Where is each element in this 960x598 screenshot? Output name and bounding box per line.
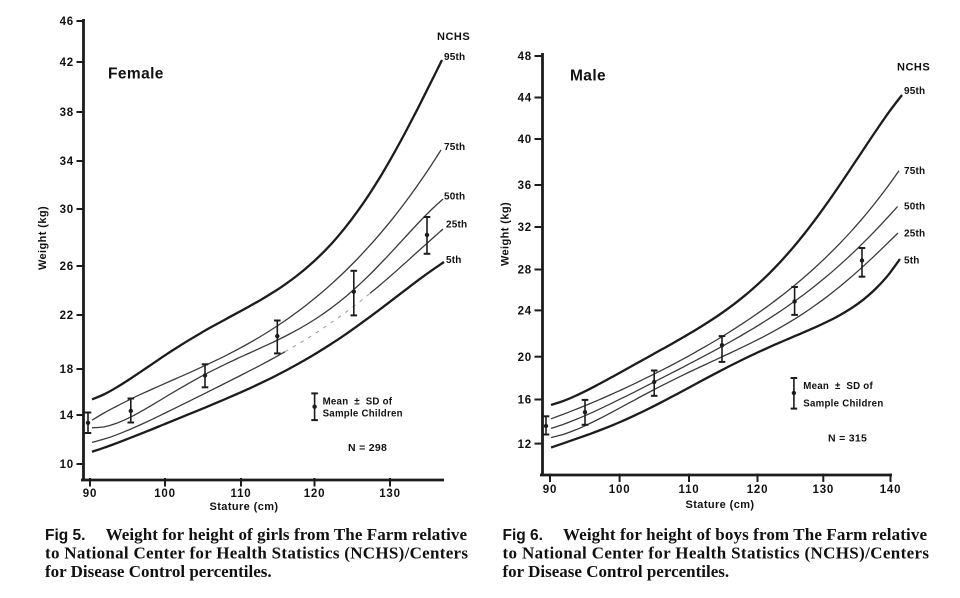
svg-text:50th: 50th xyxy=(444,192,465,203)
svg-text:10: 10 xyxy=(60,459,74,471)
svg-text:38: 38 xyxy=(60,107,74,119)
svg-text:25th: 25th xyxy=(446,220,467,231)
svg-text:34: 34 xyxy=(60,156,74,168)
svg-text:Sample Children: Sample Children xyxy=(323,409,403,420)
svg-text:44: 44 xyxy=(518,93,532,105)
svg-text:22: 22 xyxy=(60,310,74,322)
svg-text:Mean ± SD of: Mean ± SD of xyxy=(803,381,873,392)
svg-text:95th: 95th xyxy=(904,86,925,97)
svg-text:Sample Children: Sample Children xyxy=(803,399,883,410)
svg-text:N = 298: N = 298 xyxy=(348,442,387,454)
svg-text:42: 42 xyxy=(60,57,74,69)
svg-text:28: 28 xyxy=(518,265,532,277)
svg-text:Weight (kg): Weight (kg) xyxy=(37,206,49,270)
svg-text:120: 120 xyxy=(304,488,326,500)
svg-text:130: 130 xyxy=(379,488,401,500)
svg-text:Stature (cm): Stature (cm) xyxy=(686,499,755,511)
svg-text:20: 20 xyxy=(518,352,532,364)
svg-text:26: 26 xyxy=(60,261,74,273)
svg-text:110: 110 xyxy=(231,488,252,500)
svg-text:30: 30 xyxy=(60,204,74,216)
svg-text:24: 24 xyxy=(518,306,532,318)
svg-text:NCHS: NCHS xyxy=(437,31,470,43)
svg-text:120: 120 xyxy=(747,484,769,496)
svg-text:14: 14 xyxy=(60,410,74,422)
svg-text:90: 90 xyxy=(543,484,557,496)
svg-text:N = 315: N = 315 xyxy=(828,432,867,444)
svg-text:95th: 95th xyxy=(444,52,465,63)
svg-text:Mean ± SD of: Mean ± SD of xyxy=(323,397,393,408)
svg-text:for Disease Control percentile: for Disease Control percentiles. xyxy=(45,562,272,581)
svg-text:to National Center for Health: to National Center for Health Statistics… xyxy=(45,544,468,563)
svg-text:Fig 6.: Fig 6. xyxy=(503,527,543,544)
svg-text:90: 90 xyxy=(83,488,97,500)
svg-text:48: 48 xyxy=(518,51,532,63)
svg-text:Weight for height of boys from: Weight for height of boys from The Farm … xyxy=(563,525,927,544)
svg-text:Weight (kg): Weight (kg) xyxy=(500,202,512,266)
svg-text:75th: 75th xyxy=(444,142,465,153)
svg-text:5th: 5th xyxy=(446,255,462,266)
svg-text:100: 100 xyxy=(154,488,176,500)
svg-text:Male: Male xyxy=(570,68,606,85)
svg-text:75th: 75th xyxy=(904,166,925,177)
svg-text:25th: 25th xyxy=(904,229,925,240)
svg-text:Female: Female xyxy=(108,66,164,83)
svg-text:32: 32 xyxy=(518,222,532,234)
svg-text:12: 12 xyxy=(518,439,532,451)
svg-text:130: 130 xyxy=(813,484,835,496)
svg-text:18: 18 xyxy=(60,364,74,376)
svg-text:100: 100 xyxy=(609,484,631,496)
svg-text:140: 140 xyxy=(880,484,902,496)
svg-text:to National Center for Health: to National Center for Health Statistics… xyxy=(503,544,930,563)
svg-text:NCHS: NCHS xyxy=(897,62,930,74)
svg-text:5th: 5th xyxy=(904,256,920,267)
svg-text:16: 16 xyxy=(518,395,532,407)
svg-text:Stature (cm): Stature (cm) xyxy=(210,501,279,513)
svg-text:46: 46 xyxy=(60,16,74,28)
svg-text:110: 110 xyxy=(679,484,700,496)
svg-text:Fig 5.: Fig 5. xyxy=(45,527,85,544)
svg-text:36: 36 xyxy=(518,180,532,192)
svg-text:40: 40 xyxy=(518,134,532,146)
svg-text:for Disease Control percentile: for Disease Control percentiles. xyxy=(503,562,730,581)
svg-text:50th: 50th xyxy=(904,202,925,213)
svg-text:Weight for height of girls fro: Weight for height of girls from The Farm… xyxy=(106,525,468,544)
